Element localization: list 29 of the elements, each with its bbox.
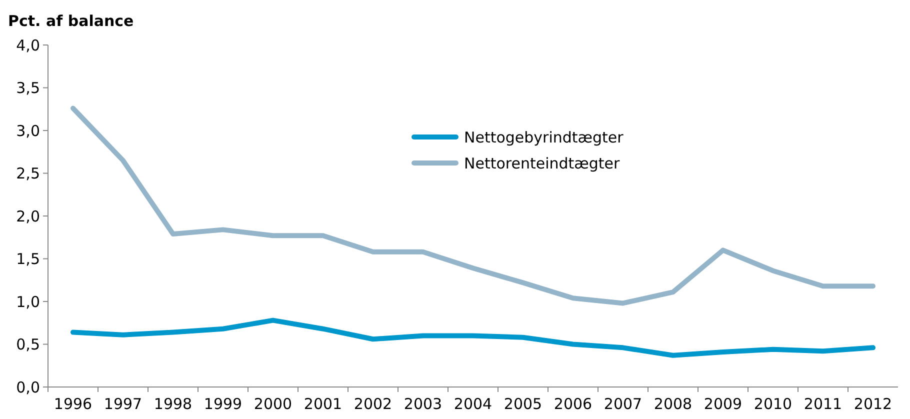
x-tick-label: 2005 <box>504 395 542 413</box>
y-tick-label: 0,5 <box>16 336 40 354</box>
x-tick-label: 1997 <box>104 395 142 413</box>
x-tick-label: 2004 <box>454 395 492 413</box>
legend-label: Nettogebyrindtægter <box>464 128 624 146</box>
x-tick-label: 2007 <box>604 395 642 413</box>
y-tick-label: 3,0 <box>16 122 40 140</box>
x-tick-label: 2011 <box>804 395 842 413</box>
y-tick-label: 0,0 <box>16 378 40 396</box>
x-tick-label: 2010 <box>754 395 792 413</box>
x-tick-label: 2001 <box>304 395 342 413</box>
y-tick-label: 2,5 <box>16 164 40 182</box>
x-tick-label: 1998 <box>154 395 192 413</box>
x-tick-label: 2000 <box>254 395 292 413</box>
legend-label: Nettorenteindtægter <box>464 154 621 172</box>
x-tick-label: 2008 <box>654 395 692 413</box>
y-tick-label: 3,5 <box>16 79 40 97</box>
x-tick-label: 2012 <box>854 395 892 413</box>
x-tick-label: 2003 <box>404 395 442 413</box>
y-tick-label: 1,5 <box>16 250 40 268</box>
y-axis-title: Pct. af balance <box>8 12 134 30</box>
x-tick-label: 2009 <box>704 395 742 413</box>
y-tick-label: 2,0 <box>16 207 40 226</box>
x-tick-label: 1996 <box>54 395 92 413</box>
y-tick-label: 1,0 <box>16 292 40 311</box>
x-tick-label: 1999 <box>204 395 242 413</box>
x-tick-label: 2006 <box>554 395 592 413</box>
x-tick-label: 2002 <box>354 395 392 413</box>
y-tick-label: 4,0 <box>16 36 40 54</box>
